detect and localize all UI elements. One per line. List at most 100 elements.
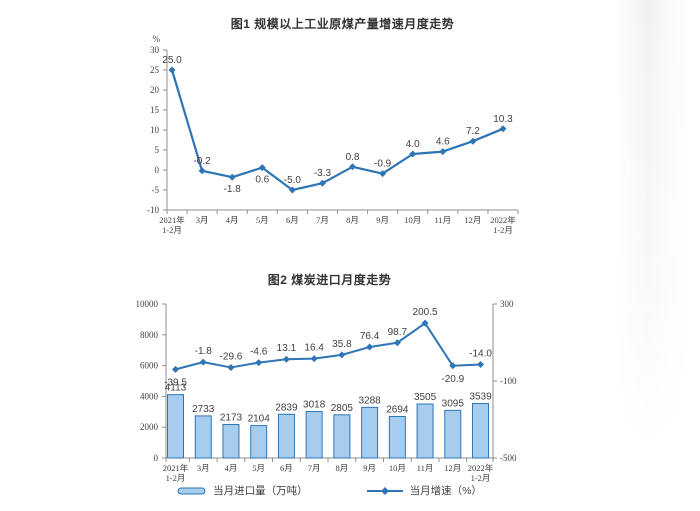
left-y-axis-tick-label: 10000 xyxy=(136,299,159,309)
bar-value-label: 2839 xyxy=(275,402,298,413)
chart2-line-data-label: 16.4 xyxy=(304,343,324,354)
chart2-line-data-label: -39.5 xyxy=(164,377,187,388)
x-axis-tick-label: 9月 xyxy=(376,215,389,225)
bar-series-swatch-icon xyxy=(177,487,206,494)
bar-value-label: 2694 xyxy=(386,405,409,416)
chart2-data-point-marker xyxy=(477,360,485,368)
chart2-data-point-marker xyxy=(310,355,318,363)
left-y-axis-tick-label: 6000 xyxy=(140,361,159,371)
chart1-data-label: -0.9 xyxy=(374,159,392,170)
x-axis-tick-label: 7月 xyxy=(308,463,321,473)
y-axis-tick-label: 5 xyxy=(155,145,160,155)
import-volume-bar xyxy=(472,402,490,459)
chart1-title: 图1 规模以上工业原煤产量增速月度走势 xyxy=(230,17,455,31)
x-axis-tick-label: 4月 xyxy=(225,463,238,473)
x-axis-tick-label: 1-2月 xyxy=(166,473,186,483)
y-axis-unit-label: % xyxy=(153,34,161,44)
chart1-data-point-marker xyxy=(288,186,296,194)
left-y-axis-tick-label: 4000 xyxy=(140,391,159,401)
chart2-data-point-marker xyxy=(421,319,429,327)
import-volume-bar xyxy=(305,411,323,459)
right-y-axis-tick-label: -100 xyxy=(500,376,517,386)
chart2-series-line xyxy=(175,322,481,371)
bar-value-label: 2104 xyxy=(248,414,271,425)
right-y-axis-tick-label: -500 xyxy=(500,453,517,463)
bar-value-label: 4113 xyxy=(165,383,187,394)
import-volume-bar xyxy=(194,415,212,459)
bar-value-label: 3288 xyxy=(358,395,381,406)
chart2-data-point-marker xyxy=(393,339,401,347)
y-axis-tick-label: 30 xyxy=(150,45,160,55)
x-axis-tick-label: 10月 xyxy=(404,215,421,225)
x-axis-tick-label: 12月 xyxy=(444,463,461,473)
chart2-line-data-label: 76.4 xyxy=(360,331,380,342)
y-axis-tick-label: 15 xyxy=(150,105,160,115)
chart2-data-point-marker xyxy=(227,363,235,371)
import-volume-bar xyxy=(167,394,184,459)
chart2-line-data-label: -29.6 xyxy=(220,351,243,362)
x-axis-tick-label: 3月 xyxy=(196,215,209,225)
import-volume-bar xyxy=(388,416,406,459)
chart2-line-data-label: 200.5 xyxy=(413,307,438,318)
chart1-series-line xyxy=(170,69,504,192)
x-axis-tick-label: 1-2月 xyxy=(471,473,491,483)
chart2-legend: 当月进口量（万吨） 当月增速（%） xyxy=(166,483,493,498)
chart2-data-point-marker xyxy=(366,343,374,351)
chart1-data-label: -3.3 xyxy=(314,168,332,179)
y-axis-tick-label: 0 xyxy=(155,165,160,175)
y-axis-tick-label: 20 xyxy=(150,85,160,95)
x-axis-tick-label: 2021年 xyxy=(163,463,189,473)
chart2-data-point-marker xyxy=(172,365,179,373)
bar-value-label: 2733 xyxy=(192,404,215,415)
import-volume-bar xyxy=(416,403,434,459)
chart2-line-data-label: 35.8 xyxy=(332,339,352,350)
chart2-data-point-marker xyxy=(282,355,290,363)
legend-label-growth-rate: 当月增速（%） xyxy=(409,485,482,497)
bar-value-label: 3539 xyxy=(469,391,492,402)
y-axis-tick-label: 10 xyxy=(150,125,160,135)
left-y-axis-tick-label: 2000 xyxy=(140,422,159,432)
x-axis-tick-label: 11月 xyxy=(417,463,434,473)
x-axis-tick-label: 8月 xyxy=(346,215,359,225)
chart1-data-point-marker xyxy=(379,170,387,178)
import-volume-bar xyxy=(333,414,351,459)
import-volume-bar xyxy=(361,406,379,459)
chart2-line-data-label: 98.7 xyxy=(388,327,408,338)
x-axis-tick-label: 4月 xyxy=(226,215,239,225)
x-axis-tick-label: 12月 xyxy=(464,215,481,225)
y-axis-tick-label: -10 xyxy=(147,205,159,215)
chart1-data-label: -1.8 xyxy=(224,184,242,195)
import-volume-bar xyxy=(444,409,462,459)
chart1-data-label: -0.2 xyxy=(193,156,211,167)
x-axis-tick-label: 3月 xyxy=(197,463,210,473)
y-axis-tick-label: 25 xyxy=(150,65,160,75)
x-axis-tick-label: 1-2月 xyxy=(162,225,182,235)
x-axis-tick-label: 2022年 xyxy=(490,215,516,225)
chart2-title: 图2 煤炭进口月度走势 xyxy=(267,273,392,287)
chart1-data-point-marker xyxy=(409,150,417,158)
chart1-data-label: -5.0 xyxy=(284,175,302,186)
x-axis-tick-label: 7月 xyxy=(316,215,329,225)
x-axis-tick-label: 1-2月 xyxy=(493,225,513,235)
chart1-data-label: 4.0 xyxy=(406,139,420,150)
chart2-line-data-label: -4.6 xyxy=(250,347,268,358)
chart1-data-point-marker xyxy=(439,148,447,156)
bar-value-label: 2805 xyxy=(331,403,354,414)
x-axis-tick-label: 2022年 xyxy=(468,463,494,473)
chart2-line-data-label: -20.9 xyxy=(441,374,464,385)
bar-value-label: 3505 xyxy=(414,392,437,403)
chart1-data-point-marker xyxy=(318,179,326,187)
legend-label-import-volume: 当月进口量（万吨） xyxy=(213,485,308,497)
chart1-data-label: 0.6 xyxy=(255,175,269,186)
chart1-data-point-marker xyxy=(228,173,236,181)
x-axis-tick-label: 9月 xyxy=(363,463,376,473)
chart1-data-point-marker xyxy=(168,66,176,74)
x-axis-tick-label: 5月 xyxy=(252,463,265,473)
chart1-data-point-marker xyxy=(469,137,477,145)
x-axis-tick-label: 10月 xyxy=(389,463,406,473)
chart2-data-point-marker xyxy=(255,359,263,367)
chart2-line-data-label: -1.8 xyxy=(195,346,213,357)
chart1-data-point-marker xyxy=(499,125,507,133)
